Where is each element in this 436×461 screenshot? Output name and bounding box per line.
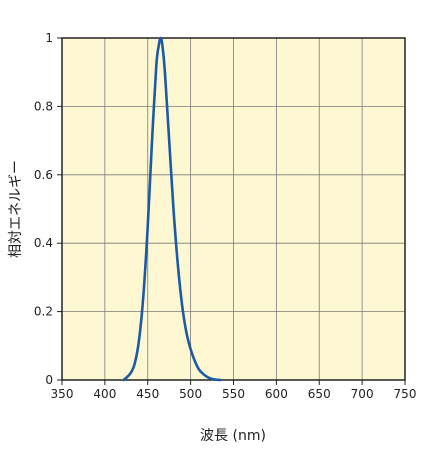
x-tick-label: 700 — [351, 387, 374, 401]
y-axis-ticks: 0 0.2 0.4 0.6 0.8 1 — [34, 31, 62, 387]
x-axis-label: 波長 (nm) — [200, 428, 266, 444]
x-tick-label: 350 — [51, 387, 74, 401]
y-tick-label: 0.4 — [34, 236, 53, 250]
x-tick-label: 750 — [394, 387, 417, 401]
x-tick-label: 650 — [308, 387, 331, 401]
y-tick-label: 0 — [45, 373, 53, 387]
y-tick-label: 0.6 — [34, 168, 53, 182]
series-line — [122, 36, 222, 382]
y-tick-label: 0.2 — [34, 305, 53, 319]
y-tick-label: 0.8 — [34, 99, 53, 113]
y-tick-label: 1 — [45, 31, 53, 45]
x-tick-label: 450 — [136, 387, 159, 401]
x-tick-label: 400 — [93, 387, 116, 401]
x-tick-label: 550 — [222, 387, 245, 401]
x-axis-ticks: 350 400 450 500 550 600 650 700 750 — [51, 380, 417, 401]
y-axis-label: 相対エネルギー — [8, 160, 24, 258]
x-tick-label: 500 — [179, 387, 202, 401]
x-tick-label: 600 — [265, 387, 288, 401]
